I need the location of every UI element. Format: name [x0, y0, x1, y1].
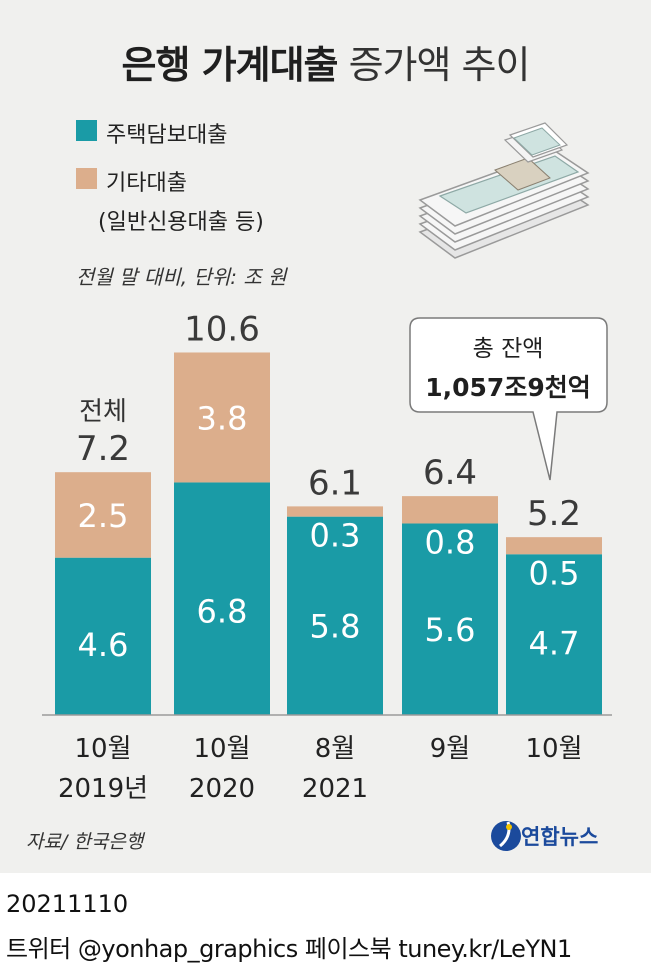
infographic-card: 은행 가계대출 증가액 추이 주택담보대출 기타대출 (일반신용대출 등) 전월…: [0, 0, 651, 873]
bar-other: [174, 352, 270, 483]
bar-label-other: 3.8: [197, 399, 248, 437]
x-tick-label: 9월: [430, 734, 470, 764]
source-note: 자료/ 한국은행: [26, 831, 144, 853]
total-prefix-label: 전체: [79, 397, 127, 427]
bar-mortgage: [174, 482, 270, 715]
x-tick-label: 10월: [525, 734, 582, 764]
bar-label-mortgage: 5.8: [310, 608, 361, 646]
bar-label-other: 0.3: [310, 517, 361, 555]
bar-total-label: 6.1: [308, 463, 362, 503]
legend-label-other: 기타대출: [106, 171, 187, 196]
callout-line2: 1,057조9천억: [425, 373, 590, 402]
callout-line1: 총 잔액: [473, 336, 544, 362]
x-tick-sublabel: 2020: [189, 774, 255, 804]
chart-title-light: 증가액 추이: [348, 43, 531, 87]
bar-other: [402, 496, 498, 524]
chart-svg: 총 잔액 1,057조9천억 4.6 2.5 7.2 10월 2019년 6.8 3.8 10…: [42, 122, 612, 851]
bar-other: [506, 537, 602, 555]
bar-mortgage: [287, 516, 383, 715]
bar-label-mortgage: 6.8: [197, 592, 248, 630]
bar-total-label: 7.2: [76, 429, 130, 469]
bar-label-mortgage: 5.6: [425, 611, 476, 649]
bar-label-other: 0.5: [529, 554, 580, 592]
x-tick-sublabel: 2019년: [58, 774, 148, 804]
x-tick-label: 10월: [193, 734, 250, 764]
bar-label-other: 2.5: [78, 497, 129, 535]
x-tick-label: 8월: [315, 734, 355, 764]
bar-total-label: 6.4: [423, 453, 477, 493]
x-tick-sublabel: 2021: [302, 774, 368, 804]
chart-title: 은행 가계대출 증가액 추이: [0, 34, 651, 89]
x-tick-label: 10월: [74, 734, 131, 764]
money-stack-illustration: [418, 122, 590, 259]
bar-label-mortgage: 4.6: [78, 626, 129, 664]
chart-title-bold: 은행 가계대출: [121, 43, 339, 87]
bar-mortgage: [402, 523, 498, 715]
yonhap-logo-text: 연합뉴스: [521, 825, 599, 849]
bar-mortgage: [55, 557, 151, 715]
legend-label-other-note: (일반신용대출 등): [98, 210, 264, 235]
yonhap-logo: 연합뉴스: [483, 812, 633, 856]
legend-swatch-other: [76, 168, 97, 189]
bar-label-mortgage: 4.7: [529, 625, 580, 663]
social-links: 트위터 @yonhap_graphics 페이스북 tuney.kr/LeYN1: [6, 935, 572, 963]
legend-label-mortgage: 주택담보대출: [106, 123, 228, 148]
bar-other: [287, 506, 383, 517]
unit-note: 전월 말 대비, 단위: 조 원: [76, 265, 287, 289]
publish-date: 20211110: [6, 890, 129, 918]
yonhap-logo-icon: [491, 821, 521, 851]
total-balance-callout: 총 잔액 1,057조9천억: [409, 317, 608, 481]
bar-other: [55, 472, 151, 558]
bar-label-other: 0.8: [425, 523, 476, 561]
bar-group: 4.6 2.5 7.2 10월 2019년 6.8 3.8 10.6 10월 2020 5.8 0.3…: [42, 309, 612, 804]
bar-total-label: 5.2: [527, 494, 581, 534]
bar-mortgage: [506, 554, 602, 715]
legend-swatch-mortgage: [76, 120, 97, 141]
bar-total-label: 10.6: [184, 309, 260, 349]
